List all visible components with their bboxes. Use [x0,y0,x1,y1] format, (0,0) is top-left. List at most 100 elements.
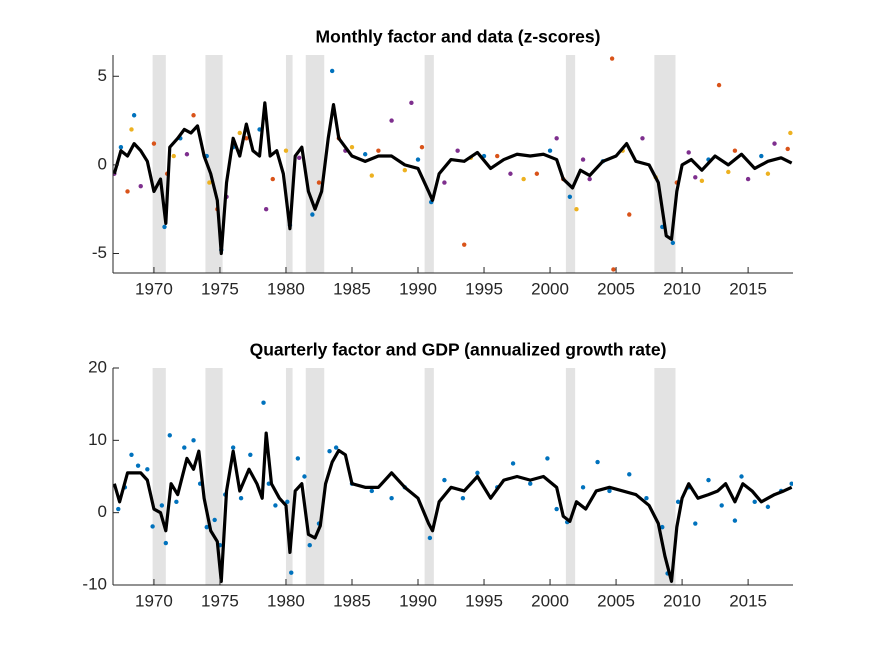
x-tick-label: 2015 [729,279,767,298]
data-point [693,175,698,180]
x-tick-label: 2000 [531,591,569,610]
data-point [752,499,757,505]
data-point [150,524,155,529]
data-point [660,524,665,530]
x-tick-label: 2010 [663,279,701,298]
factor-line [113,431,793,583]
data-point [248,452,253,457]
data-point [567,194,573,199]
data-point [716,82,722,88]
recession-band [205,368,223,585]
x-tick-label: 2005 [597,279,635,298]
recession-band [654,55,676,273]
x-tick-label: 1995 [465,279,503,298]
data-point [302,474,307,479]
y-tick-label: -5 [92,243,107,262]
x-tick-label: 1975 [201,591,239,610]
data-point [765,504,771,510]
data-point [706,477,711,483]
chart-title: Quarterly factor and GDP (annualized gro… [250,340,667,360]
data-point [765,171,771,176]
y-tick-label: 0 [98,502,107,521]
data-point [270,176,275,182]
data-point [125,189,130,194]
data-point [785,146,790,152]
data-point [295,456,301,461]
data-point [693,521,698,526]
data-point [475,470,480,476]
data-point [369,488,374,494]
data-point [419,144,425,150]
data-point [162,224,167,230]
data-point [329,68,335,74]
chart-title: Monthly factor and data (z-scores) [316,27,601,47]
data-point [554,136,559,141]
data-point [362,152,368,157]
data-point [609,56,615,61]
x-tick-label: 2015 [729,591,767,610]
y-tick-label: 0 [98,154,107,173]
data-point [349,144,355,150]
data-point [163,540,169,546]
data-point [310,212,315,217]
data-point [510,461,516,466]
data-point [554,506,559,512]
x-tick-label: 1985 [333,591,371,610]
data-point [296,155,302,160]
recession-band [424,368,434,585]
data-point [627,212,632,217]
recession-band [305,368,325,585]
x-tick-label: 1990 [399,591,437,610]
data-point [230,445,236,450]
data-point [611,267,616,272]
x-tick-label: 1975 [201,279,239,298]
recession-band [424,55,434,273]
data-point [759,153,764,159]
data-point [283,148,289,153]
x-tick-label: 1990 [399,279,437,298]
factor-line [113,101,793,256]
x-tick-label: 1970 [135,591,173,610]
data-point [462,242,467,247]
data-point [151,141,157,146]
recession-band [152,55,166,273]
recession-band [565,55,576,273]
data-point [182,445,187,450]
x-tick-label: 1995 [465,591,503,610]
recession-band [285,368,293,585]
data-point [732,148,738,153]
data-point [772,141,777,146]
data-point [580,157,586,162]
data-point [495,153,500,159]
data-point [547,148,553,153]
x-tick-label: 2000 [531,279,569,298]
data-point [116,506,121,512]
data-point [460,496,466,501]
data-point [455,148,460,153]
y-tick-label: 10 [88,430,107,449]
data-point [726,169,731,175]
data-point [174,499,179,505]
data-point [159,503,165,508]
data-point [534,171,540,176]
recession-band [152,368,166,585]
data-point [138,183,143,189]
data-point [627,472,632,477]
data-point [409,100,414,106]
y-tick-label: 20 [88,357,107,376]
data-point [508,171,513,176]
data-point [327,448,332,454]
data-point [212,517,217,523]
data-point [521,176,526,182]
data-point [207,180,212,185]
x-tick-label: 1980 [267,591,305,610]
data-point [640,136,645,141]
data-point [442,477,447,483]
data-point [184,152,190,157]
data-point [788,130,793,136]
data-point [237,130,242,136]
data-point [739,474,744,479]
